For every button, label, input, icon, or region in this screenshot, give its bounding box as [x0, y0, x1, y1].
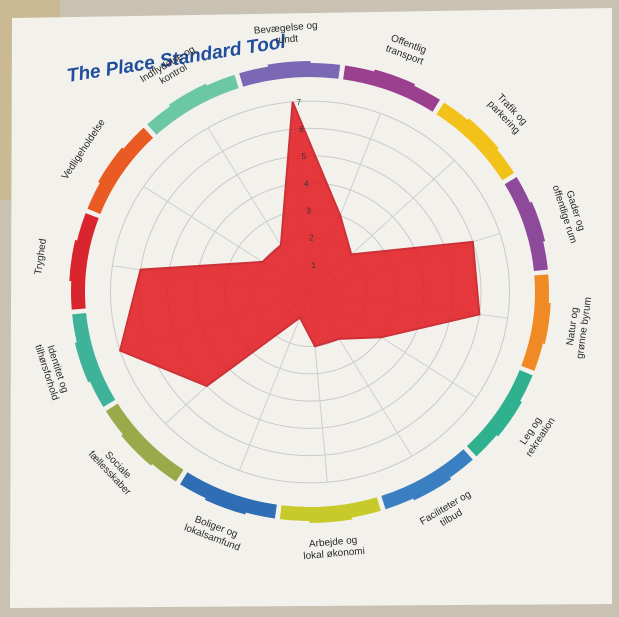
segment-label-line: Tryghed [33, 238, 49, 275]
ring-segment [381, 449, 473, 510]
ring-segment [343, 65, 440, 112]
ring-segment [71, 213, 99, 310]
ring-segment [105, 403, 184, 482]
ring-tab [168, 83, 208, 109]
ring-tab [494, 400, 522, 437]
ring-tab [74, 341, 92, 383]
ring-tab [204, 496, 247, 515]
ring-segment [466, 369, 533, 457]
grid-spoke [238, 291, 311, 471]
ring-tab [98, 147, 126, 184]
segment-label-line: Arbejde og [309, 535, 358, 550]
segment-label-line: lokal økonomi [303, 546, 365, 562]
ring-segment [72, 312, 116, 408]
scale-number: 4 [304, 179, 309, 188]
ring-tab [412, 475, 452, 501]
ring-segment [504, 176, 548, 272]
scale-number: 7 [297, 98, 302, 107]
segment-label-line: rundt [275, 33, 299, 46]
ring-tab [309, 515, 353, 523]
grid-ring [109, 100, 511, 484]
ring-tab [466, 118, 499, 151]
scale-number: 1 [312, 261, 317, 270]
ring-tab [528, 201, 546, 243]
ring-tab [267, 61, 311, 69]
ring-tab [121, 433, 154, 466]
ring-segment [436, 102, 515, 181]
scale-number: 3 [307, 206, 312, 215]
segment-label-line: Natur og [565, 307, 581, 347]
ring-segment [180, 472, 277, 519]
scale-number: 2 [309, 234, 314, 243]
ring-segment [239, 63, 341, 87]
ring-segment [279, 497, 381, 521]
segment-label: Arbejde oglokal økonomi [302, 534, 365, 562]
ring-tab [540, 302, 551, 344]
scale-number: 6 [299, 125, 304, 134]
ring-segment [87, 127, 154, 215]
ring-segment [147, 74, 239, 135]
ring-tab [373, 69, 416, 88]
score-shading [118, 101, 481, 388]
scale-number: 5 [302, 152, 307, 161]
ring-tab [69, 240, 80, 282]
segment-label: Tryghed [33, 238, 49, 275]
ring-segment [521, 274, 549, 371]
